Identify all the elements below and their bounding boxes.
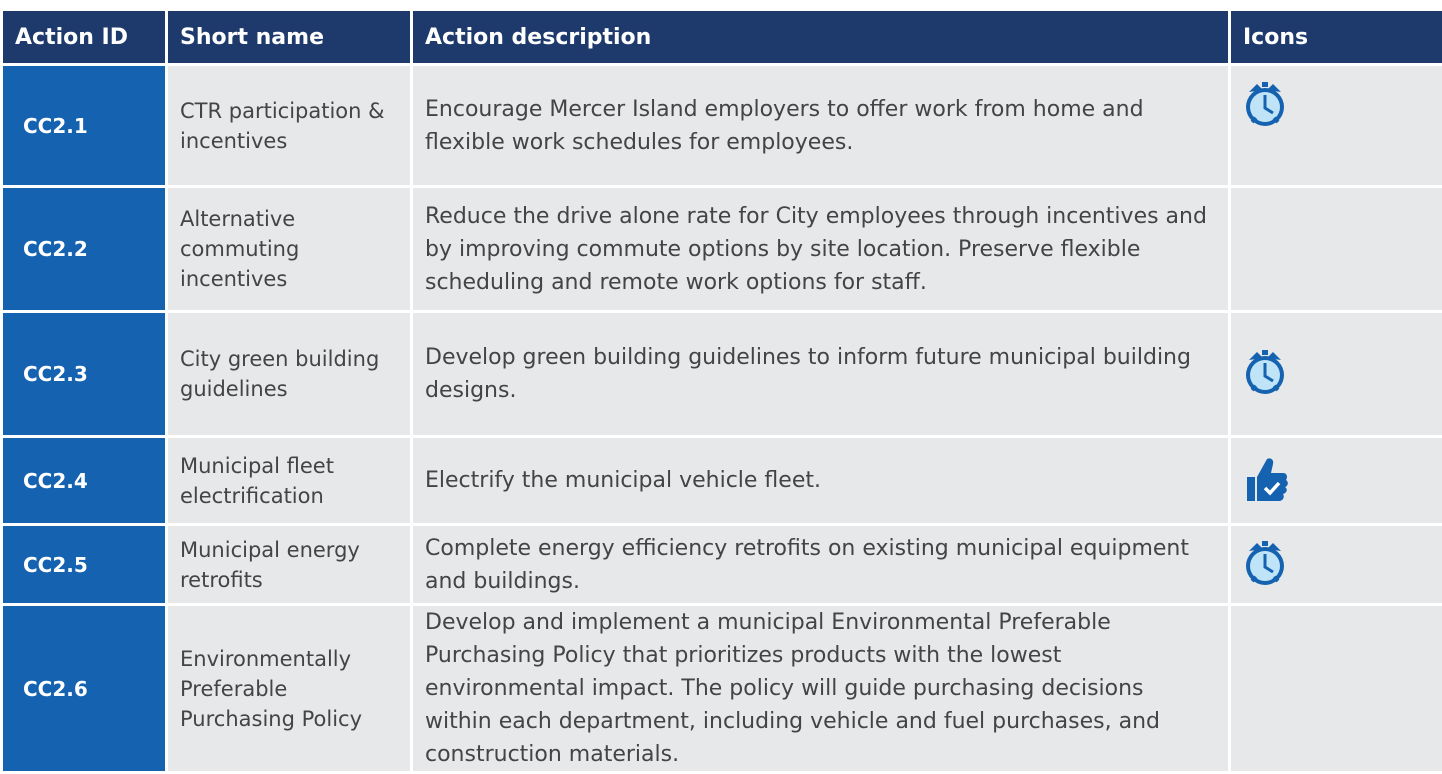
action-id: CC2.4: [2, 437, 167, 525]
action-id: CC2.6: [2, 605, 167, 773]
table-wrap: Action ID Short name Action description …: [0, 8, 1442, 774]
icon-cell: [1230, 65, 1442, 187]
header-cell: Icons: [1230, 10, 1442, 65]
description: Complete energy efficiency retrofits on …: [412, 525, 1230, 605]
icon-cell: [1230, 312, 1442, 437]
header-cell: Action description: [412, 10, 1230, 65]
row: CC2.1 CTR participation & incentives Enc…: [2, 65, 1442, 187]
short-name: Municipal energy retrofits: [167, 525, 412, 605]
row: CC2.6 Environmentally Preferable Purchas…: [2, 605, 1442, 773]
header-row: Action ID Short name Action description …: [2, 10, 1442, 65]
description: Develop and implement a municipal Enviro…: [412, 605, 1230, 773]
thumbs-up-icon: [1243, 455, 1289, 503]
action-id: CC2.3: [2, 312, 167, 437]
short-name: City green building guidelines: [167, 312, 412, 437]
short-name: Environmentally Preferable Purchasing Po…: [167, 605, 412, 773]
row: CC2.2 Alternative commuting incentives R…: [2, 187, 1442, 312]
short-name: Alternative commuting incentives: [167, 187, 412, 312]
action-id: CC2.1: [2, 65, 167, 187]
action-id: CC2.5: [2, 525, 167, 605]
icon-cell: [1230, 605, 1442, 773]
icon-cell: [1230, 187, 1442, 312]
header-cell: Short name: [167, 10, 412, 65]
short-name: CTR participation & incentives: [167, 65, 412, 187]
action-table: Action ID Short name Action description …: [0, 8, 1442, 774]
clock-icon: [1243, 539, 1287, 587]
row: CC2.4 Municipal fleet electrification El…: [2, 437, 1442, 525]
short-name: Municipal fleet electrification: [167, 437, 412, 525]
action-id: CC2.2: [2, 187, 167, 312]
clock-icon: [1243, 80, 1287, 128]
description: Encourage Mercer Island employers to off…: [412, 65, 1230, 187]
row: CC2.5 Municipal energy retrofits Complet…: [2, 525, 1442, 605]
description: Develop green building guidelines to inf…: [412, 312, 1230, 437]
description: Reduce the drive alone rate for City emp…: [412, 187, 1230, 312]
header-cell: Action ID: [2, 10, 167, 65]
icon-cell: [1230, 525, 1442, 605]
description: Electrify the municipal vehicle fleet.: [412, 437, 1230, 525]
icon-cell: [1230, 437, 1442, 525]
row: CC2.3 City green building guidelines Dev…: [2, 312, 1442, 437]
clock-icon: [1243, 348, 1287, 396]
